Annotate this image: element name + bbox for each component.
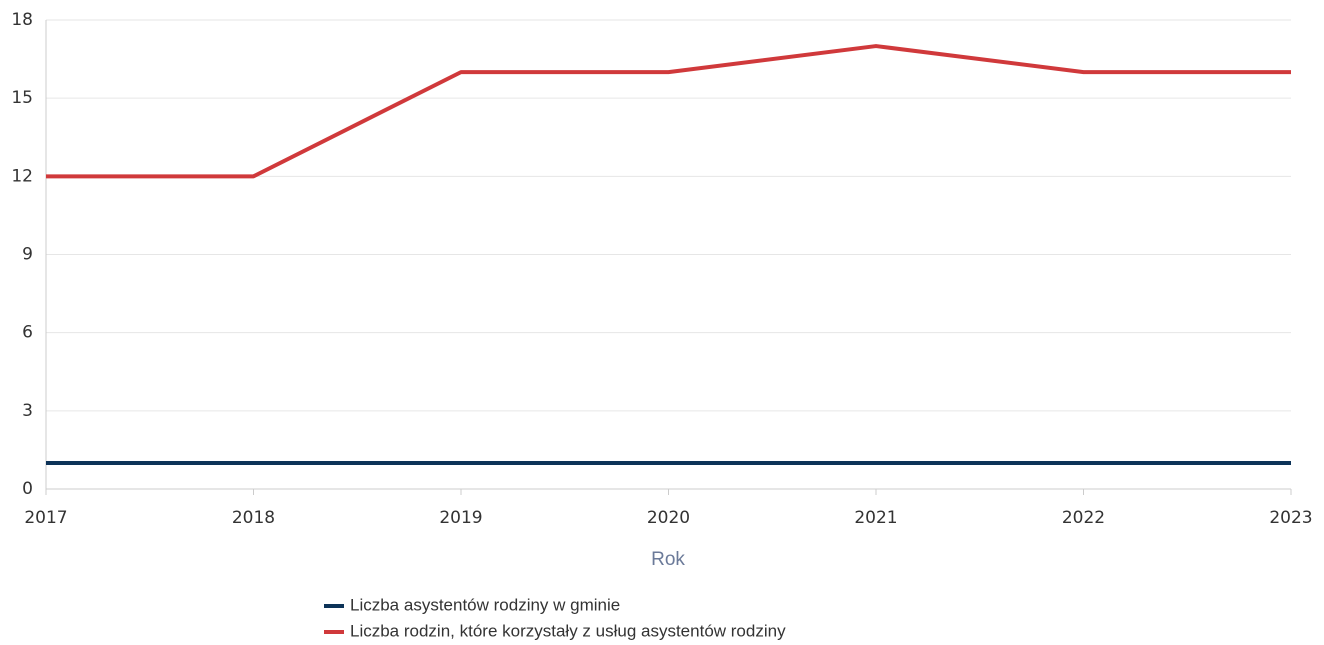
x-axis-label: Rok [651, 549, 685, 570]
legend-label: Liczba asystentów rodziny w gminie [350, 595, 620, 614]
series-line [46, 44, 1291, 179]
legend-label: Liczba rodzin, które korzystały z usług … [350, 621, 786, 640]
y-tick-label: 3 [22, 401, 33, 421]
y-tick-label: 0 [22, 479, 33, 499]
x-tick-label: 2021 [854, 508, 897, 528]
x-tick-label: 2017 [24, 508, 67, 528]
x-tick-label: 2018 [232, 508, 275, 528]
x-tick-label: 2020 [647, 508, 690, 528]
y-tick-label: 18 [11, 10, 33, 30]
x-tick-label: 2022 [1062, 508, 1105, 528]
x-tick-label: 2023 [1269, 508, 1312, 528]
y-tick-label: 15 [11, 88, 33, 108]
y-tick-label: 9 [22, 245, 33, 265]
y-tick-label: 6 [22, 323, 33, 343]
y-tick-label: 12 [11, 166, 33, 186]
x-tick-label: 2019 [439, 508, 482, 528]
